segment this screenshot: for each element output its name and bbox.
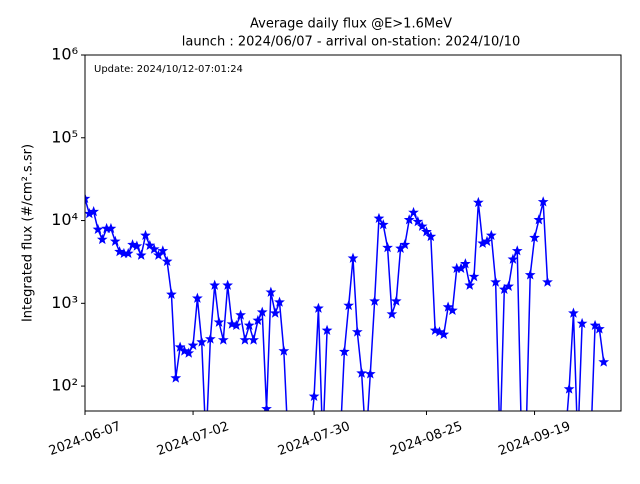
star-marker: [533, 214, 545, 225]
star-marker: [403, 214, 415, 225]
star-marker: [416, 220, 428, 231]
star-marker: [421, 226, 432, 237]
y-tick-label: 10⁴: [51, 210, 78, 229]
star-marker: [265, 286, 277, 297]
star-marker: [339, 346, 350, 357]
star-marker: [222, 279, 233, 290]
star-marker: [183, 347, 195, 358]
star-marker: [213, 316, 225, 327]
star-marker: [386, 308, 398, 319]
star-marker: [105, 222, 117, 234]
chart-title: Average daily flux @E>1.6MeV: [250, 17, 452, 32]
star-marker: [239, 334, 251, 345]
star-marker: [364, 368, 376, 379]
star-marker: [507, 253, 519, 264]
y-tick-label: 10⁶: [51, 45, 78, 64]
star-marker: [434, 326, 445, 337]
star-marker: [144, 239, 156, 251]
star-marker: [563, 383, 575, 394]
star-marker: [542, 276, 553, 287]
star-marker: [122, 247, 134, 259]
star-marker: [460, 258, 471, 269]
star-marker: [568, 307, 579, 318]
star-marker: [313, 302, 324, 313]
star-marker: [109, 235, 121, 246]
y-axis-label: Integrated flux (#/cm².s.sr): [21, 144, 36, 322]
star-marker: [96, 233, 108, 245]
star-marker: [135, 249, 147, 260]
star-marker: [217, 334, 229, 345]
y-tick-label: 10⁵: [51, 127, 78, 146]
star-marker: [408, 206, 419, 218]
star-marker: [524, 269, 536, 280]
star-marker: [490, 276, 501, 287]
star-marker: [485, 229, 497, 241]
star-marker: [166, 288, 177, 299]
star-marker: [321, 324, 333, 336]
star-marker: [343, 299, 355, 311]
star-marker: [351, 326, 363, 337]
star-marker: [369, 295, 380, 306]
star-marker: [399, 239, 411, 250]
star-marker: [598, 356, 610, 367]
y-tick-label: 10³: [51, 293, 78, 312]
plot-area: [85, 192, 610, 411]
star-marker: [529, 232, 540, 243]
star-marker: [468, 271, 480, 282]
star-marker: [390, 295, 402, 306]
star-marker: [464, 279, 476, 290]
star-marker: [269, 307, 281, 318]
star-marker: [473, 196, 484, 208]
star-marker: [140, 229, 151, 241]
star-marker: [481, 235, 493, 246]
star-marker: [373, 212, 385, 224]
star-marker: [455, 262, 467, 273]
star-marker: [308, 390, 320, 401]
star-marker: [88, 206, 99, 217]
star-marker: [537, 196, 549, 207]
star-marker: [205, 333, 216, 344]
star-marker: [274, 296, 285, 307]
axes-frame: [84, 54, 622, 412]
star-marker: [278, 345, 290, 356]
star-marker: [248, 334, 259, 345]
star-marker: [594, 323, 605, 334]
star-marker: [429, 324, 441, 336]
y-tick-label: 10²: [51, 376, 78, 395]
star-marker: [243, 319, 255, 331]
star-marker: [425, 230, 437, 242]
star-marker: [252, 314, 264, 326]
star-marker: [447, 304, 458, 316]
star-marker: [174, 341, 186, 352]
star-marker: [209, 279, 221, 290]
star-marker: [503, 280, 514, 291]
annotation: Update: 2024/10/12-07:01:24: [94, 64, 243, 75]
chart-subtitle: launch : 2024/06/07 - arrival on-station…: [182, 35, 520, 50]
star-marker: [576, 317, 588, 329]
star-marker: [127, 239, 138, 250]
star-marker: [235, 309, 246, 320]
star-marker: [161, 255, 173, 267]
star-marker: [438, 328, 450, 340]
star-marker: [114, 246, 125, 257]
star-marker: [256, 306, 268, 317]
star-marker: [230, 319, 242, 331]
star-marker: [131, 240, 143, 251]
star-marker: [92, 223, 104, 235]
star-marker: [148, 243, 160, 254]
star-marker: [377, 219, 389, 230]
star-marker: [356, 367, 367, 378]
star-marker: [511, 245, 523, 256]
star-marker: [382, 242, 393, 253]
star-marker: [157, 245, 169, 256]
star-marker: [196, 336, 208, 347]
star-marker: [187, 339, 199, 350]
star-marker: [85, 192, 91, 204]
star-marker: [192, 292, 203, 303]
star-marker: [347, 252, 359, 263]
star-marker: [412, 216, 424, 227]
star-marker: [179, 345, 190, 356]
star-marker: [170, 372, 182, 383]
